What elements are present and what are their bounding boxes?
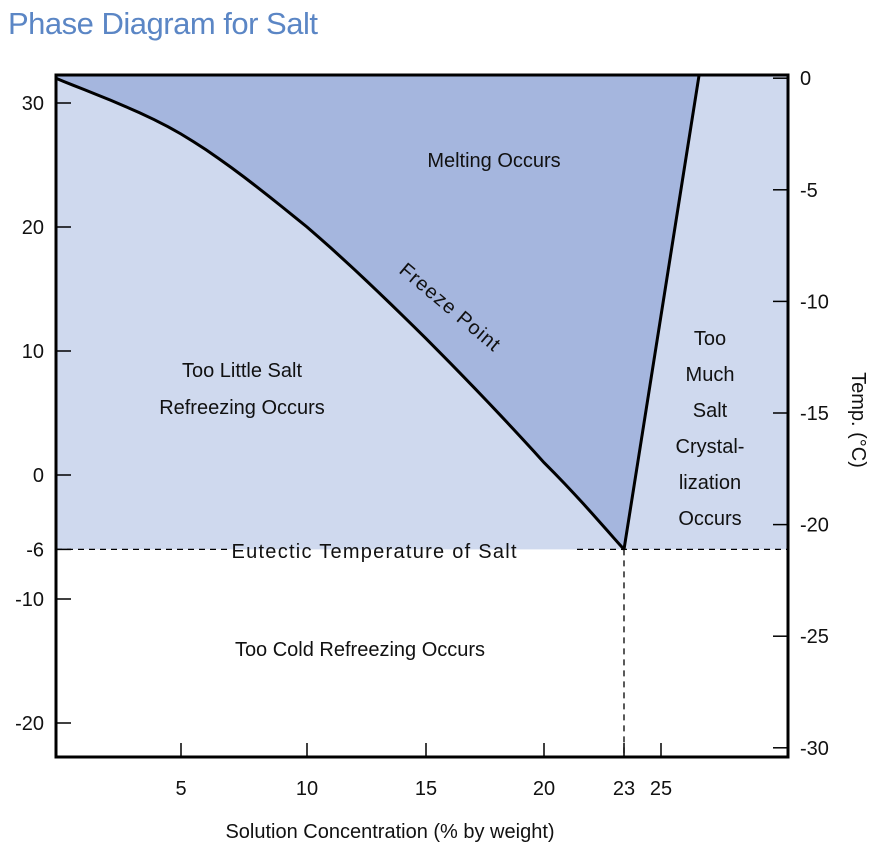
- x-tick-label: 20: [533, 778, 555, 800]
- region-too-much-salt-line4: Crystal-: [676, 436, 745, 458]
- y-left-tick-label: 30: [22, 93, 44, 115]
- y-left-tick-label: 0: [33, 465, 44, 487]
- y-right-tick-label: -20: [800, 515, 829, 537]
- y-left-tick-label: -20: [15, 713, 44, 735]
- y-left-tick-label: -6: [26, 539, 44, 561]
- y-right-tick-label: -25: [800, 626, 829, 648]
- y-left-tick-label: 20: [22, 217, 44, 239]
- x-tick-label: 25: [650, 778, 672, 800]
- y-right-axis-label: Temp. (°C): [847, 372, 869, 468]
- y-right-tick-label: 0: [800, 68, 811, 90]
- x-tick-label: 15: [415, 778, 437, 800]
- melting-region: [56, 75, 700, 550]
- y-right-tick-label: -10: [800, 291, 829, 313]
- region-melting-label: Melting Occurs: [427, 150, 560, 172]
- y-left-tick-label: 10: [22, 341, 44, 363]
- region-too-much-salt-line2: Much: [686, 364, 735, 386]
- y-right-tick-label: -15: [800, 403, 829, 425]
- region-too-much-salt-line5: lization: [679, 472, 741, 494]
- plot-frame: [54, 73, 790, 759]
- y-right-tick-label: -5: [800, 180, 818, 202]
- saturation-line: [622, 74, 701, 550]
- freeze-point-curve: [55, 76, 626, 551]
- y-left-tick-label: -10: [15, 589, 44, 611]
- region-too-much-salt-line6: Occurs: [678, 508, 741, 530]
- chart-title: Phase Diagram for Salt: [8, 6, 318, 41]
- x-tick-label: 5: [175, 778, 186, 800]
- region-too-little-salt-line1: Too Little Salt: [182, 360, 303, 382]
- eutectic-label: Eutectic Temperature of Salt: [232, 541, 517, 563]
- x-tick-label: 10: [296, 778, 318, 800]
- region-too-little-salt-line2: Refreezing Occurs: [159, 397, 325, 419]
- region-too-much-salt-line1: Too: [694, 328, 726, 350]
- x-axis-label: Solution Concentration (% by weight): [225, 821, 554, 843]
- y-right-tick-label: -30: [800, 738, 829, 760]
- region-too-cold-label: Too Cold Refreezing Occurs: [235, 639, 485, 661]
- x-tick-label: 23: [613, 778, 635, 800]
- region-too-much-salt-line3: Salt: [693, 400, 728, 422]
